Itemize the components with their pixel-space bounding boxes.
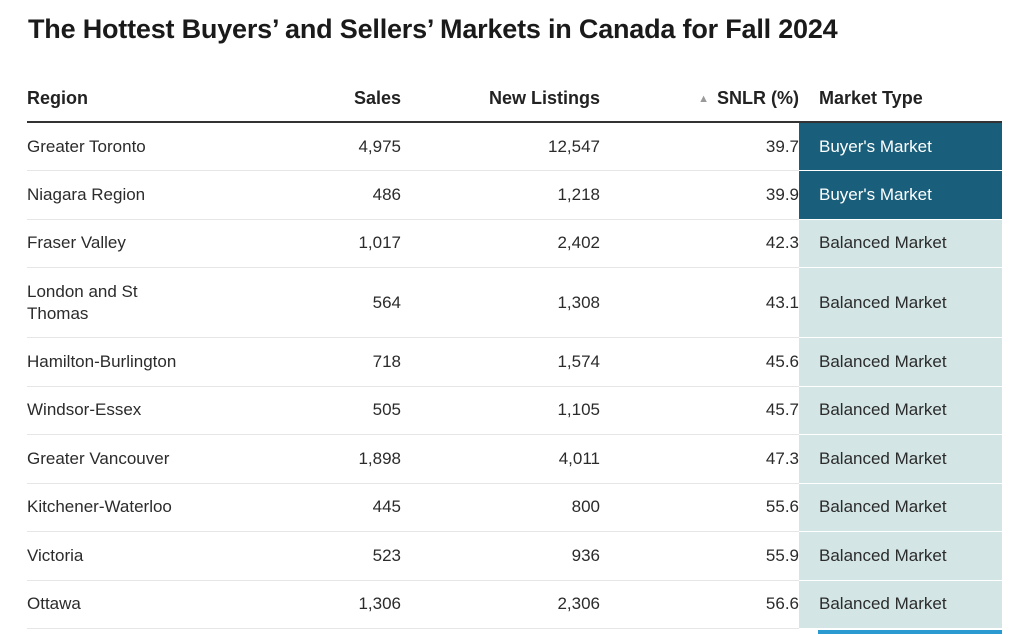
cell-market-type: Balanced Market <box>799 434 1002 484</box>
cell-sales: 445 <box>251 483 401 532</box>
cell-sales: 1,017 <box>251 219 401 268</box>
column-header-sales[interactable]: Sales <box>251 76 401 123</box>
cell-region: Victoria <box>27 531 251 581</box>
column-header-snlr[interactable]: ▲ SNLR (%) <box>600 76 799 123</box>
cell-region: Windsor-Essex <box>27 386 251 435</box>
cell-new-listings: 1,574 <box>401 337 600 387</box>
next-row-accent <box>818 630 1002 634</box>
cell-sales: 4,975 <box>251 122 401 171</box>
cell-snlr: 55.9 <box>600 531 799 581</box>
column-header-region[interactable]: Region <box>27 76 251 123</box>
table-row: London and St Thomas 564 1,308 43.1 Balanced… <box>27 267 1002 338</box>
cell-sales: 564 <box>251 267 401 338</box>
cell-snlr: 47.3 <box>600 434 799 484</box>
cell-market-type: Balanced Market <box>799 267 1002 338</box>
cell-new-listings: 800 <box>401 483 600 532</box>
header-row: Region Sales New Listings ▲ SNLR (%) Mark… <box>27 76 1002 123</box>
cell-new-listings: 4,011 <box>401 434 600 484</box>
markets-table: Region Sales New Listings ▲ SNLR (%) Mark… <box>27 76 1002 629</box>
table-row: Hamilton-Burlington 718 1,574 45.6 Balanced … <box>27 337 1002 387</box>
table-row: Windsor-Essex 505 1,105 45.7 Balanced Market <box>27 386 1002 435</box>
cell-snlr: 42.3 <box>600 219 799 268</box>
sort-ascending-icon: ▲ <box>698 93 709 105</box>
cell-region: Ottawa <box>27 580 251 629</box>
table-row: Fraser Valley 1,017 2,402 42.3 Balanced Mark… <box>27 219 1002 268</box>
cell-region: London and St Thomas <box>27 267 251 338</box>
cell-snlr: 55.6 <box>600 483 799 532</box>
cell-region: Hamilton-Burlington <box>27 337 251 387</box>
cell-snlr: 45.6 <box>600 337 799 387</box>
cell-snlr: 39.7 <box>600 122 799 171</box>
cell-market-type: Buyer's Market <box>799 170 1002 220</box>
cell-region: Fraser Valley <box>27 219 251 268</box>
cell-new-listings: 12,547 <box>401 122 600 171</box>
page-title: The Hottest Buyers’ and Sellers’ Markets… <box>28 14 838 44</box>
cell-market-type: Balanced Market <box>799 531 1002 581</box>
cell-new-listings: 1,218 <box>401 170 600 220</box>
cell-snlr: 56.6 <box>600 580 799 629</box>
cell-sales: 486 <box>251 170 401 220</box>
table-row: Ottawa 1,306 2,306 56.6 Balanced Market <box>27 580 1002 629</box>
cell-sales: 1,898 <box>251 434 401 484</box>
cell-region: Greater Toronto <box>27 122 251 171</box>
cell-market-type: Balanced Market <box>799 483 1002 532</box>
cell-region: Greater Vancouver <box>27 434 251 484</box>
cell-region: Niagara Region <box>27 170 251 220</box>
column-header-market-type[interactable]: Market Type <box>799 76 1002 123</box>
cell-region: Kitchener-Waterloo <box>27 483 251 532</box>
cell-sales: 718 <box>251 337 401 387</box>
cell-snlr: 39.9 <box>600 170 799 220</box>
cell-sales: 1,306 <box>251 580 401 629</box>
cell-market-type: Balanced Market <box>799 580 1002 629</box>
cell-market-type: Balanced Market <box>799 337 1002 387</box>
cell-market-type: Buyer's Market <box>799 122 1002 171</box>
cell-new-listings: 936 <box>401 531 600 581</box>
table-row: Kitchener-Waterloo 445 800 55.6 Balanced Mar… <box>27 483 1002 532</box>
cell-snlr: 43.1 <box>600 267 799 338</box>
table-row: Greater Toronto 4,975 12,547 39.7 Buyer's Ma… <box>27 122 1002 171</box>
cell-market-type: Balanced Market <box>799 219 1002 268</box>
cell-new-listings: 2,402 <box>401 219 600 268</box>
table-row: Victoria 523 936 55.9 Balanced Market <box>27 531 1002 581</box>
cell-sales: 505 <box>251 386 401 435</box>
column-header-new-listings[interactable]: New Listings <box>401 76 600 123</box>
cell-snlr: 45.7 <box>600 386 799 435</box>
cell-sales: 523 <box>251 531 401 581</box>
cell-new-listings: 2,306 <box>401 580 600 629</box>
cell-market-type: Balanced Market <box>799 386 1002 435</box>
cell-new-listings: 1,308 <box>401 267 600 338</box>
cell-new-listings: 1,105 <box>401 386 600 435</box>
table-row: Niagara Region 486 1,218 39.9 Buyer's Market <box>27 170 1002 220</box>
table-row: Greater Vancouver 1,898 4,011 47.3 Balanced … <box>27 434 1002 484</box>
